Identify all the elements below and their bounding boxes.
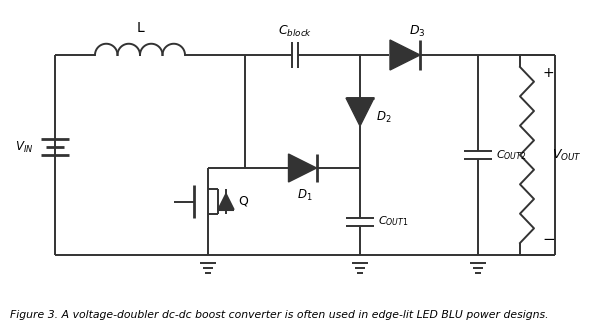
Text: Figure 3. A voltage-doubler dc-dc boost converter is often used in edge-lit LED : Figure 3. A voltage-doubler dc-dc boost … xyxy=(10,310,549,320)
Polygon shape xyxy=(346,98,374,126)
Text: $V_{IN}$: $V_{IN}$ xyxy=(15,139,33,155)
Text: +: + xyxy=(542,66,554,80)
Polygon shape xyxy=(288,154,317,182)
Text: L: L xyxy=(136,21,144,35)
Text: $D_3$: $D_3$ xyxy=(409,24,426,39)
Text: $V_{OUT}$: $V_{OUT}$ xyxy=(552,148,582,162)
Text: $C_{OUT1}$: $C_{OUT1}$ xyxy=(378,214,408,228)
Text: $C_{block}$: $C_{block}$ xyxy=(278,24,312,39)
Polygon shape xyxy=(218,193,234,210)
Text: $D_2$: $D_2$ xyxy=(376,110,392,124)
Text: $C_{OUT2}$: $C_{OUT2}$ xyxy=(496,148,526,162)
Polygon shape xyxy=(390,40,420,70)
Text: $D_1$: $D_1$ xyxy=(296,188,312,203)
Text: Q: Q xyxy=(238,195,248,208)
Text: −: − xyxy=(542,232,555,248)
